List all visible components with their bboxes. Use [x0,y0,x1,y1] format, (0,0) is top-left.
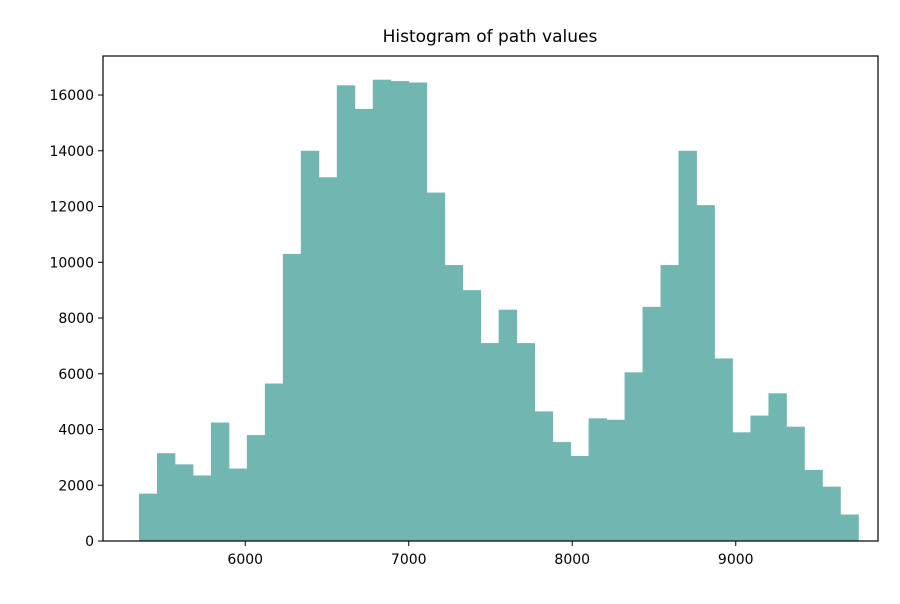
histogram-bar-30 [678,150,697,541]
histogram-bar-10 [318,177,338,541]
histogram-bar-23 [552,442,572,541]
histogram-bar-14 [390,81,410,541]
histogram-bar-17 [444,265,464,541]
chart-title: Histogram of path values [383,27,598,47]
y-tick-label-12000: 12000 [49,200,94,216]
histogram-bar-4 [210,422,230,541]
histogram-bar-9 [300,150,320,541]
histogram-bar-5 [228,468,248,541]
histogram-bar-33 [732,432,751,541]
histogram-bar-1 [156,453,176,541]
x-tick-label-8000: 8000 [554,552,590,568]
histogram-bar-27 [624,372,643,541]
histogram-bar-20 [498,309,518,541]
histogram-bar-12 [354,108,374,541]
histogram-bar-3 [192,475,212,541]
y-tick-label-14000: 14000 [49,144,94,160]
histogram-bar-16 [426,192,446,542]
y-tick-label-4000: 4000 [58,423,94,439]
histogram-bar-8 [282,253,302,542]
histogram-bar-25 [588,418,607,541]
histogram-bar-37 [804,469,823,541]
histogram-bar-7 [264,383,284,541]
y-tick-label-16000: 16000 [49,88,94,104]
x-tick-label-9000: 9000 [718,552,754,568]
histogram-bar-13 [372,79,392,541]
y-tick-label-6000: 6000 [58,367,94,383]
bars-layer [138,79,859,542]
histogram-bar-32 [714,358,733,541]
histogram-bar-29 [660,265,679,541]
histogram-bar-28 [642,306,661,541]
histogram-bar-36 [786,426,805,541]
y-tick-label-2000: 2000 [58,478,94,494]
histogram-bar-6 [246,435,266,541]
x-tick-label-6000: 6000 [227,552,263,568]
histogram-bar-39 [840,514,859,541]
histogram-bar-21 [516,343,536,541]
histogram-bar-24 [570,455,590,541]
y-tick-label-10000: 10000 [49,255,94,271]
x-axis: 6000 7000 8000 9000 [227,541,754,568]
plot-frame [102,55,879,542]
histogram-bar-31 [696,205,715,541]
histogram-bar-34 [750,415,769,541]
histogram-bar-38 [822,486,841,541]
y-tick-label-0: 0 [85,534,94,550]
histogram-bar-0 [138,493,158,541]
histogram-bar-26 [606,419,625,541]
histogram-bar-15 [408,82,428,541]
histogram-bar-18 [462,290,482,541]
x-tick-label-7000: 7000 [391,552,427,568]
histogram-bar-35 [768,393,787,541]
histogram-bar-19 [480,343,500,541]
histogram-bar-22 [534,411,554,541]
y-axis: 0 2000 4000 6000 8000 10000 12000 14000 16000 [49,88,103,550]
histogram-bar-2 [174,464,194,541]
y-tick-label-8000: 8000 [58,311,94,327]
histogram-bar-11 [336,85,356,541]
